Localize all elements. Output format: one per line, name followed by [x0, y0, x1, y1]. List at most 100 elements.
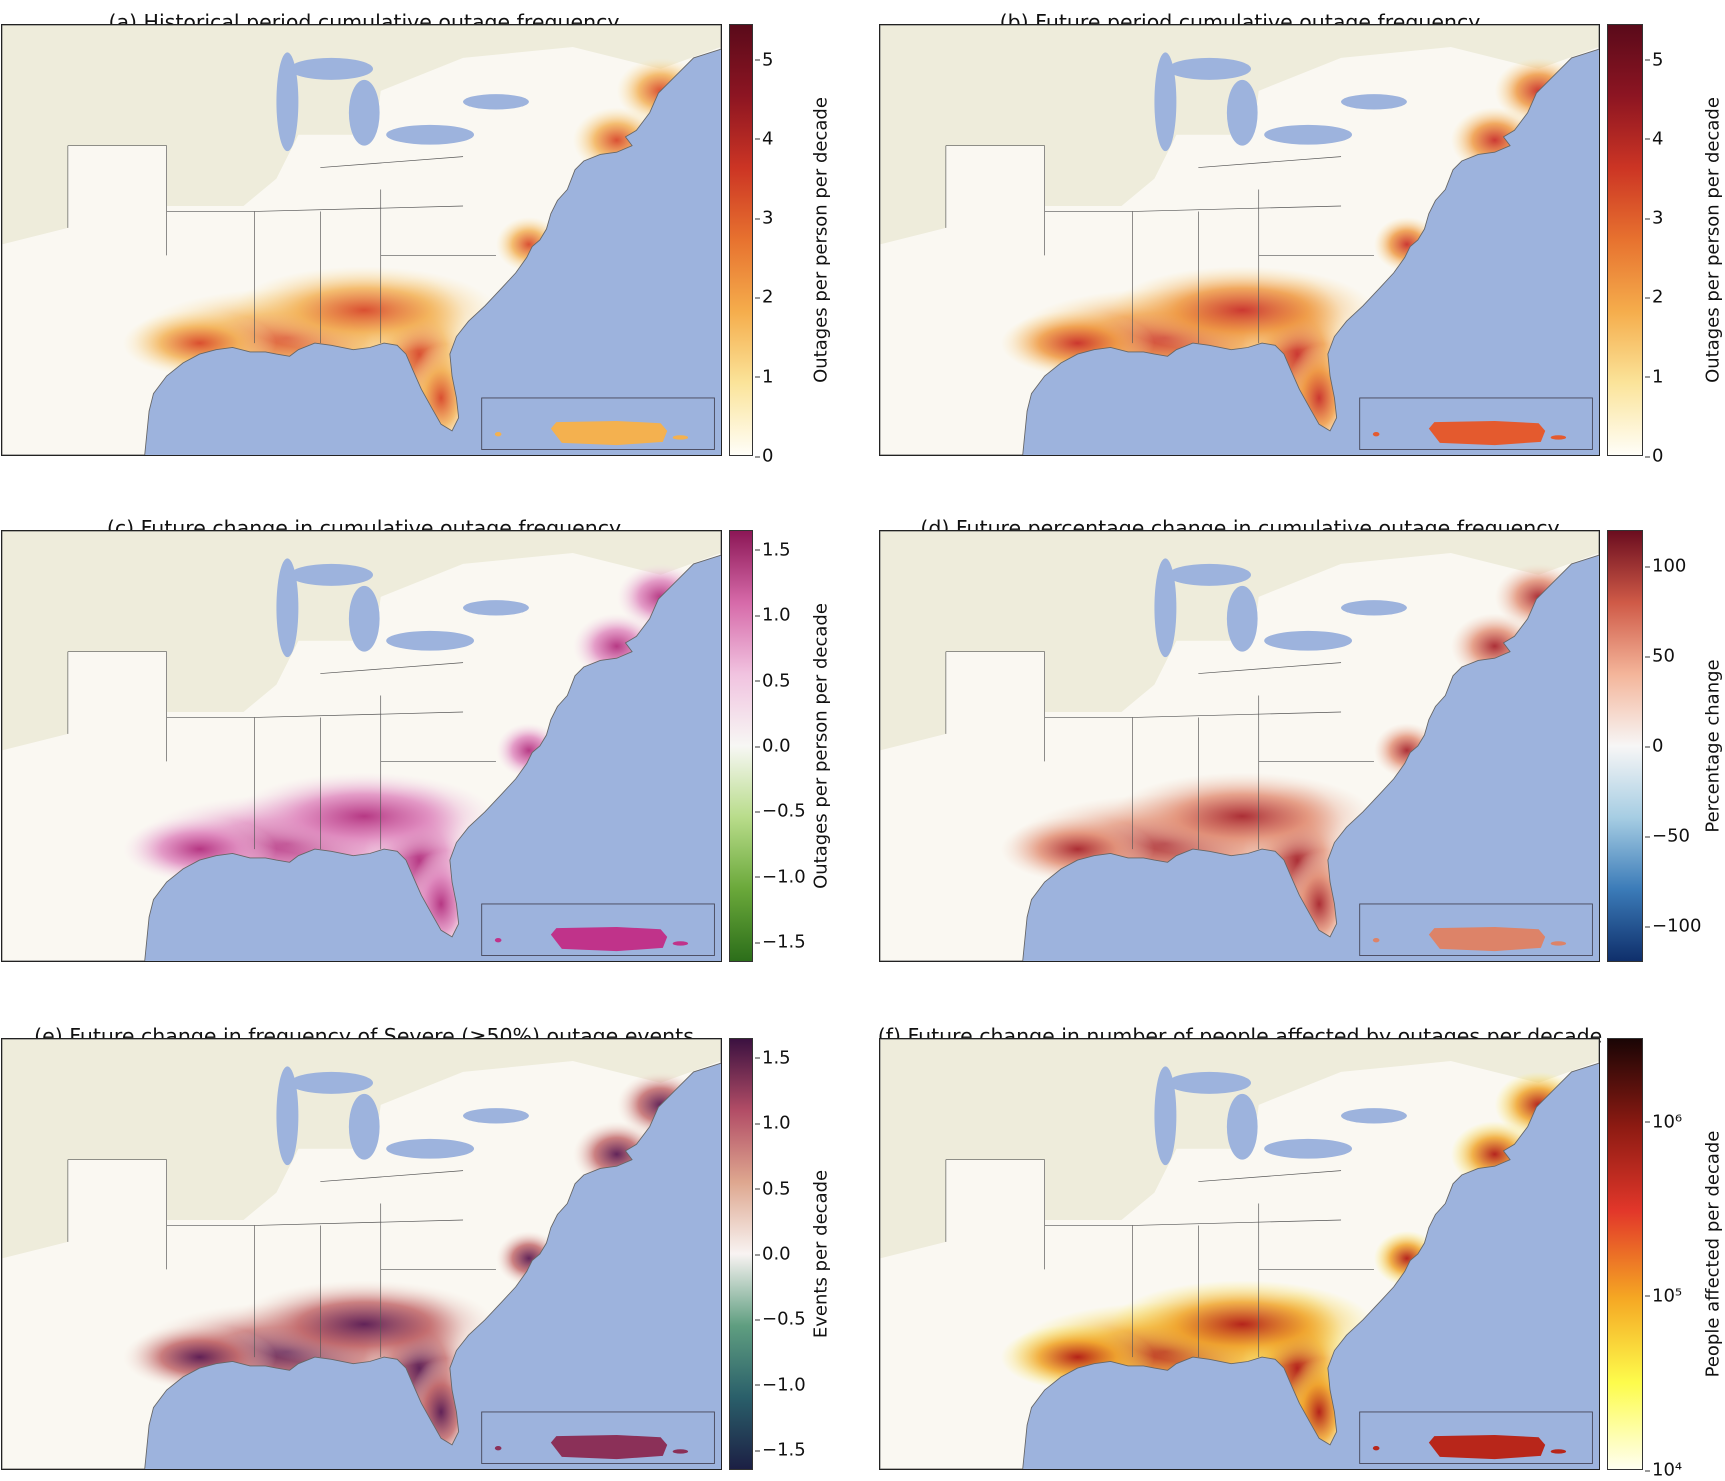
colorbar-label: Outages per person per decade	[810, 603, 832, 889]
colorbar-tick: −1.5	[755, 931, 806, 953]
great-lake	[463, 600, 529, 616]
colorbar-tick: −1.5	[755, 1439, 806, 1461]
great-lake	[1154, 1066, 1177, 1166]
great-lake	[276, 52, 299, 152]
great-lake	[1154, 558, 1177, 658]
colorbar-tick: 0	[1644, 445, 1664, 467]
colorbar-tick: −0.5	[755, 1308, 806, 1330]
colorbar-tick: 5	[1644, 49, 1664, 71]
great-lake	[348, 585, 380, 652]
outage-hotspot	[232, 266, 496, 355]
colorbar-tick: 0.0	[755, 1243, 791, 1265]
great-lake	[463, 94, 529, 110]
great-lake	[289, 1071, 374, 1094]
puerto-rico	[1428, 1434, 1546, 1460]
colorbar-label: Percentage change	[1702, 659, 1724, 833]
colorbar-label: People affected per decade	[1702, 1130, 1724, 1378]
colorbar-tick: 0	[1644, 735, 1664, 757]
great-lake	[1264, 1138, 1353, 1159]
puerto-rico	[550, 1434, 668, 1460]
colorbar-tick: 1.0	[755, 1112, 791, 1134]
great-lake	[276, 558, 299, 658]
outage-hotspot	[232, 1280, 496, 1369]
great-lake	[1167, 57, 1252, 80]
great-lake	[463, 1108, 529, 1124]
great-lake	[289, 563, 374, 586]
great-lake	[1167, 563, 1252, 586]
great-lake	[1341, 600, 1407, 616]
puerto-rico	[1428, 420, 1546, 446]
great-lake	[1167, 1071, 1252, 1094]
great-lake	[1154, 52, 1177, 152]
colorbar-tick: −50	[1645, 825, 1690, 847]
colorbar-d	[1607, 530, 1643, 962]
puerto-rico-inset	[481, 903, 715, 956]
map-panel-d	[879, 530, 1600, 962]
colorbar-tick: 2	[754, 286, 774, 308]
colorbar-tick: 1.5	[755, 539, 791, 561]
colorbar-tick: 50	[1645, 645, 1675, 667]
great-lake	[1226, 585, 1258, 652]
colorbar-tick: −100	[1644, 915, 1702, 937]
colorbar-label: Outages per person per decade	[810, 97, 832, 383]
great-lake	[1264, 124, 1353, 145]
great-lake	[348, 79, 380, 146]
puerto-rico	[550, 926, 668, 952]
puerto-rico-inset	[481, 1411, 715, 1464]
great-lake	[1226, 1093, 1258, 1160]
colorbar-tick: 4	[1644, 128, 1664, 150]
great-lake	[386, 1138, 475, 1159]
puerto-rico-inset	[1359, 1411, 1593, 1464]
map-panel-e	[1, 1038, 722, 1470]
colorbar-tick: −1.0	[755, 1374, 806, 1396]
great-lake	[289, 57, 374, 80]
colorbar-b	[1607, 24, 1643, 456]
map-panel-c	[1, 530, 722, 962]
outage-hotspot	[1110, 266, 1374, 355]
colorbar-tick: 1	[1644, 366, 1664, 388]
great-lake	[1341, 1108, 1407, 1124]
colorbar-tick: 5	[754, 49, 774, 71]
colorbar-tick: −1.0	[755, 866, 806, 888]
colorbar-tick: 3	[754, 207, 774, 229]
outage-hotspot	[232, 772, 496, 861]
colorbar-label: Events per decade	[810, 1169, 832, 1339]
outage-hotspot	[1110, 772, 1374, 861]
colorbar-tick: −0.5	[755, 800, 806, 822]
great-lake	[1264, 630, 1353, 651]
colorbar-c	[729, 530, 753, 962]
colorbar-tick: 1.5	[755, 1047, 791, 1069]
great-lake	[386, 630, 475, 651]
puerto-rico	[1428, 926, 1546, 952]
colorbar-e	[729, 1038, 753, 1470]
colorbar-tick: 0.5	[755, 1178, 791, 1200]
puerto-rico	[550, 420, 668, 446]
colorbar-tick: 0.0	[755, 735, 791, 757]
great-lake	[348, 1093, 380, 1160]
colorbar-label: Outages per person per decade	[1702, 97, 1724, 383]
colorbar-tick: 3	[1644, 207, 1664, 229]
map-panel-b	[879, 24, 1600, 456]
map-panel-a	[1, 24, 722, 456]
colorbar-tick: 10⁴	[1644, 1459, 1683, 1481]
outage-hotspot	[1110, 1280, 1374, 1369]
colorbar-tick: 10⁶	[1644, 1111, 1683, 1133]
colorbar-f	[1607, 1038, 1643, 1470]
colorbar-tick: 4	[754, 128, 774, 150]
great-lake	[386, 124, 475, 145]
great-lake	[276, 1066, 299, 1166]
puerto-rico-inset	[1359, 903, 1593, 956]
puerto-rico-inset	[481, 397, 715, 450]
colorbar-tick: 1	[754, 366, 774, 388]
colorbar-tick: 10⁵	[1644, 1285, 1683, 1307]
great-lake	[1226, 79, 1258, 146]
map-panel-f	[879, 1038, 1600, 1470]
puerto-rico-inset	[1359, 397, 1593, 450]
colorbar-tick: 0.5	[755, 670, 791, 692]
colorbar-a	[729, 24, 753, 456]
great-lake	[1341, 94, 1407, 110]
colorbar-tick: 2	[1644, 286, 1664, 308]
colorbar-tick: 0	[754, 445, 774, 467]
colorbar-tick: 1.0	[755, 604, 791, 626]
colorbar-tick: 100	[1644, 555, 1687, 577]
